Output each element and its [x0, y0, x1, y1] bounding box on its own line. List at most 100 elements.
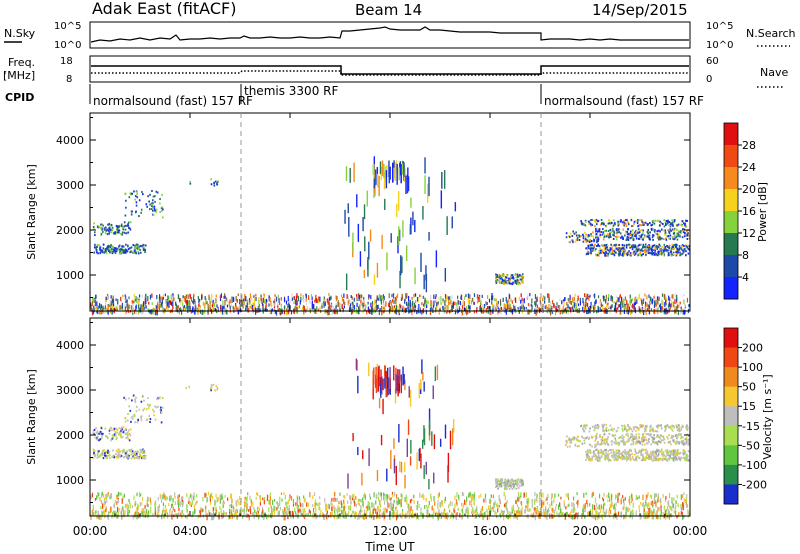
echo-cell [231, 296, 233, 302]
echo-cell [638, 495, 640, 500]
echo-cell [209, 496, 211, 502]
colorbar-segment [724, 167, 738, 190]
echo-cell [328, 306, 330, 312]
echo-cell [117, 499, 120, 504]
echo-cell [236, 308, 238, 311]
echo-cell [652, 511, 654, 516]
echo-cell [98, 244, 101, 247]
echo-cell [534, 514, 536, 521]
echo-cell [676, 247, 679, 250]
echo-cell [639, 249, 642, 252]
echo-cell [655, 253, 657, 256]
echo-cell [166, 305, 168, 310]
echo-cell [229, 504, 231, 508]
echo-cell [188, 300, 190, 305]
echo-cell [653, 497, 655, 502]
echo-cell [603, 251, 605, 254]
echo-cell [641, 249, 643, 252]
echo-cell [481, 294, 483, 299]
echo-cell [631, 514, 633, 520]
echo-cell [155, 190, 158, 193]
echo-cell [639, 243, 641, 246]
echo-cell [461, 491, 464, 497]
echo-cell [331, 498, 333, 502]
echo-cell [96, 453, 99, 456]
echo-cell [328, 309, 330, 316]
echo-cell [650, 247, 653, 250]
echo-cell [620, 236, 622, 239]
echo-cell [179, 301, 181, 305]
echo-cell [416, 296, 419, 302]
echo-cell [688, 237, 691, 240]
echo-cell [494, 510, 496, 515]
echo-cell [515, 280, 518, 283]
colorbar-tick-label: 12 [742, 227, 756, 240]
echo-cell [479, 512, 481, 516]
echo-cell [198, 301, 200, 306]
echo-cell [111, 245, 113, 248]
echo-cell [658, 235, 661, 238]
echo-cell [100, 227, 102, 230]
echo-cell [409, 299, 411, 306]
echo-cell [437, 504, 439, 509]
echo-cell [287, 295, 289, 302]
echo-cell [201, 295, 203, 300]
echo-cell [262, 509, 264, 514]
echo-cell [676, 228, 678, 231]
echo-cell [548, 293, 550, 299]
echo-cell [477, 299, 479, 304]
echo-cell [236, 299, 238, 303]
echo-cell [611, 230, 613, 233]
echo-cell [400, 297, 403, 301]
echo-cell [557, 308, 559, 312]
echo-cell [535, 306, 537, 310]
echo-cell [473, 301, 475, 305]
echo-cell [639, 223, 641, 226]
echo-cell [138, 492, 141, 498]
echo-cell [368, 502, 370, 507]
echo-cell [577, 511, 579, 518]
echo-cell [270, 505, 272, 509]
echo-cell [584, 304, 587, 308]
echo-cell [567, 298, 569, 302]
echo-cell [420, 507, 422, 512]
echo-cell [600, 249, 602, 252]
echo-cell [627, 223, 630, 226]
echo-cell [350, 295, 352, 298]
echo-cell [132, 514, 134, 520]
nsky-label: N.Sky [4, 27, 36, 40]
echo-cell [383, 295, 385, 301]
echo-cell [625, 218, 627, 221]
echo-cell [659, 306, 662, 312]
echo-cell [510, 274, 513, 277]
echo-cell [366, 309, 368, 315]
echo-cell [496, 515, 498, 519]
echo-cell [96, 243, 99, 246]
echo-cell [505, 296, 507, 302]
echo-cell [451, 305, 453, 311]
echo-cell [570, 239, 573, 242]
echo-cell [223, 305, 225, 310]
echo-cell [513, 514, 515, 519]
echo-cell [342, 514, 344, 519]
echo-cell [467, 514, 469, 519]
echo-cell [200, 309, 202, 314]
echo-cell [635, 247, 638, 250]
echo-cell [471, 511, 473, 515]
echo-cell [438, 296, 440, 301]
echo-cell [125, 504, 127, 508]
echo-cell [569, 232, 572, 235]
echo-cell [666, 309, 669, 314]
echo-cell [263, 513, 265, 517]
echo-cell [103, 309, 105, 314]
echo-cell [335, 302, 337, 306]
echo-cell [249, 495, 251, 501]
echo-cell [388, 168, 390, 184]
echo-cell [671, 228, 674, 231]
echo-cell [239, 509, 241, 514]
echo-cell [589, 238, 592, 241]
echo-cell [644, 293, 646, 297]
echo-cell [643, 309, 645, 316]
echo-cell [101, 227, 103, 230]
echo-cell [480, 512, 482, 516]
